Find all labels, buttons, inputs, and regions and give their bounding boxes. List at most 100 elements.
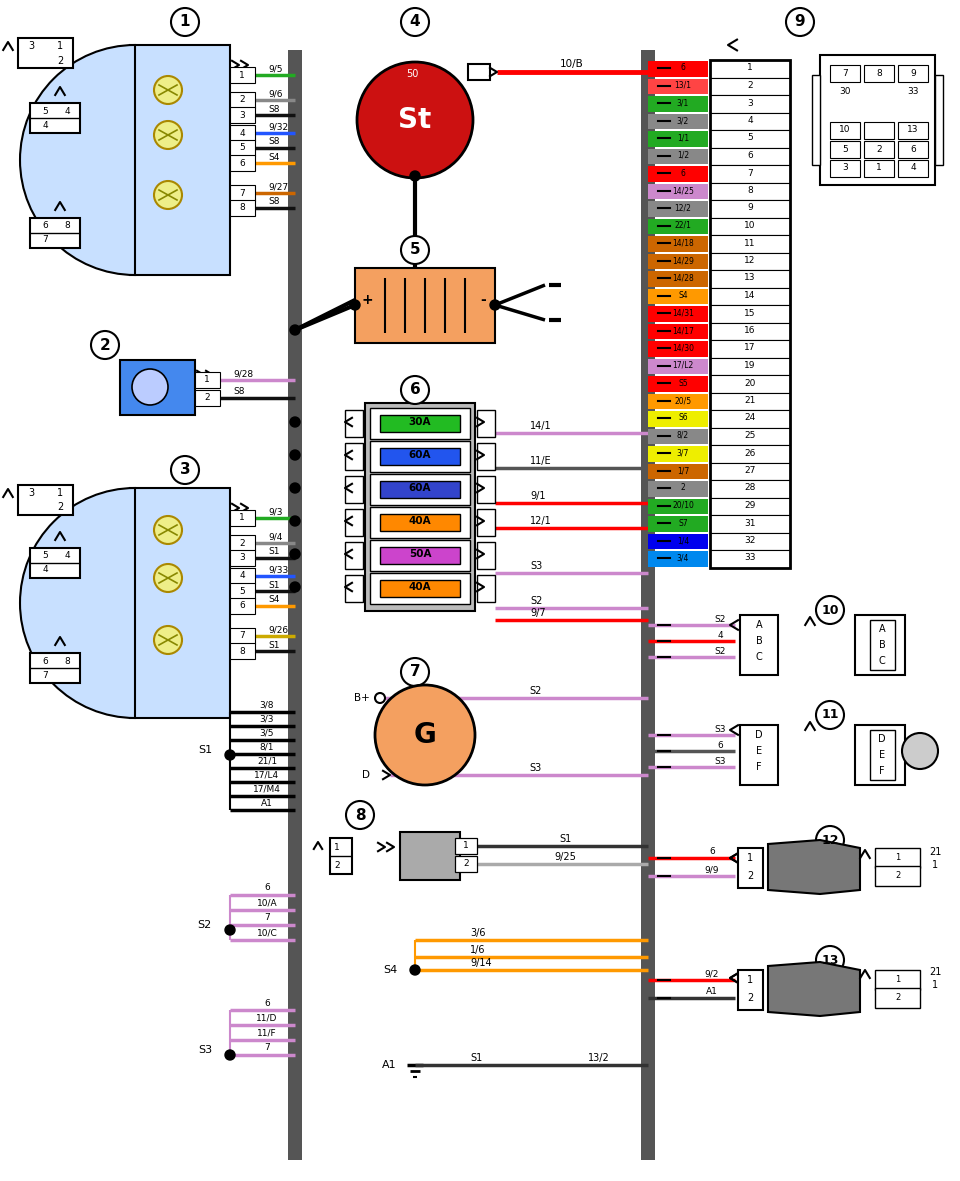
Text: 21: 21 [929,847,941,857]
Text: 50A: 50A [409,549,431,559]
Text: A1: A1 [706,987,718,997]
Bar [864,65,894,81]
Text: 2: 2 [896,872,900,881]
Circle shape [225,925,235,935]
Bar [875,866,920,886]
Bar [855,725,905,785]
Bar [710,270,790,287]
Text: 29: 29 [744,501,756,510]
Text: 16: 16 [744,326,756,335]
Text: 3: 3 [842,163,848,172]
Bar [370,507,470,539]
Text: 5: 5 [239,587,245,595]
Text: 1/4: 1/4 [677,536,689,544]
Bar [477,476,495,503]
Text: 1: 1 [747,853,753,863]
Bar [935,76,943,165]
Text: 3: 3 [747,98,753,107]
Text: 1/1: 1/1 [677,133,689,143]
Bar [365,403,475,611]
Bar [710,200,790,217]
Circle shape [357,61,473,178]
Text: D: D [878,735,886,744]
Text: 9/1: 9/1 [530,491,545,501]
Bar [230,510,255,526]
Bar [710,428,790,445]
Text: -: - [480,293,486,307]
Bar [648,306,708,321]
Text: 8: 8 [747,185,753,195]
Text: 3/6: 3/6 [470,928,486,938]
Circle shape [401,658,429,686]
Bar [710,358,790,376]
Text: 3/4: 3/4 [677,554,689,562]
Bar [230,155,255,171]
Bar [455,839,477,854]
Bar [648,498,708,514]
Text: 1: 1 [239,514,245,522]
Bar [477,509,495,536]
Text: 12/1: 12/1 [530,516,552,526]
Text: 6: 6 [410,383,420,398]
Circle shape [290,417,300,428]
Bar [230,67,255,83]
Text: 9/2: 9/2 [705,970,719,979]
Text: 4: 4 [42,120,48,130]
Text: S4: S4 [268,152,279,162]
Bar [648,131,708,146]
Bar [345,476,363,503]
Bar [345,509,363,536]
Text: B: B [878,640,885,650]
Circle shape [290,325,300,335]
Bar [648,411,708,426]
Text: 33: 33 [744,554,756,562]
Text: 3/7: 3/7 [677,449,689,457]
Bar [30,548,80,578]
Text: 9/7: 9/7 [530,608,545,618]
Text: 17/M4: 17/M4 [253,784,281,794]
Text: A: A [878,624,885,634]
Text: 7: 7 [239,189,245,197]
Text: S4: S4 [268,595,279,605]
Text: 7: 7 [42,235,48,244]
Bar [710,60,790,568]
Text: 9/6: 9/6 [268,90,282,98]
Bar [740,725,778,785]
Text: 5: 5 [239,144,245,152]
Text: 28: 28 [744,483,756,492]
Bar [648,446,708,462]
Text: 1: 1 [896,854,900,862]
Text: 5: 5 [842,144,848,154]
Text: 13: 13 [822,953,839,966]
Text: S8: S8 [268,104,279,113]
Text: 8/2: 8/2 [677,431,689,441]
Text: E: E [879,750,885,761]
Text: 21/1: 21/1 [257,757,277,765]
Text: 6: 6 [264,883,270,893]
Text: 10/C: 10/C [256,928,277,938]
Circle shape [171,8,199,35]
Text: 6: 6 [42,222,48,230]
Text: S3: S3 [714,757,726,765]
Circle shape [816,826,844,854]
Bar [710,322,790,340]
Text: 2: 2 [239,96,245,104]
Bar [477,542,495,569]
Wedge shape [20,45,135,275]
Text: 3/3: 3/3 [260,715,275,724]
Text: S2: S2 [530,596,542,606]
Text: 33: 33 [907,87,919,97]
Circle shape [401,376,429,404]
Bar [710,148,790,165]
Text: 7: 7 [842,68,848,78]
Bar [380,580,460,598]
Bar [230,125,255,141]
Text: S2: S2 [714,646,726,655]
Bar [648,341,708,357]
Bar [648,254,708,269]
Bar [345,575,363,602]
Bar [648,376,708,391]
Text: 9: 9 [795,14,805,30]
Bar [370,407,470,439]
Circle shape [225,1050,235,1061]
